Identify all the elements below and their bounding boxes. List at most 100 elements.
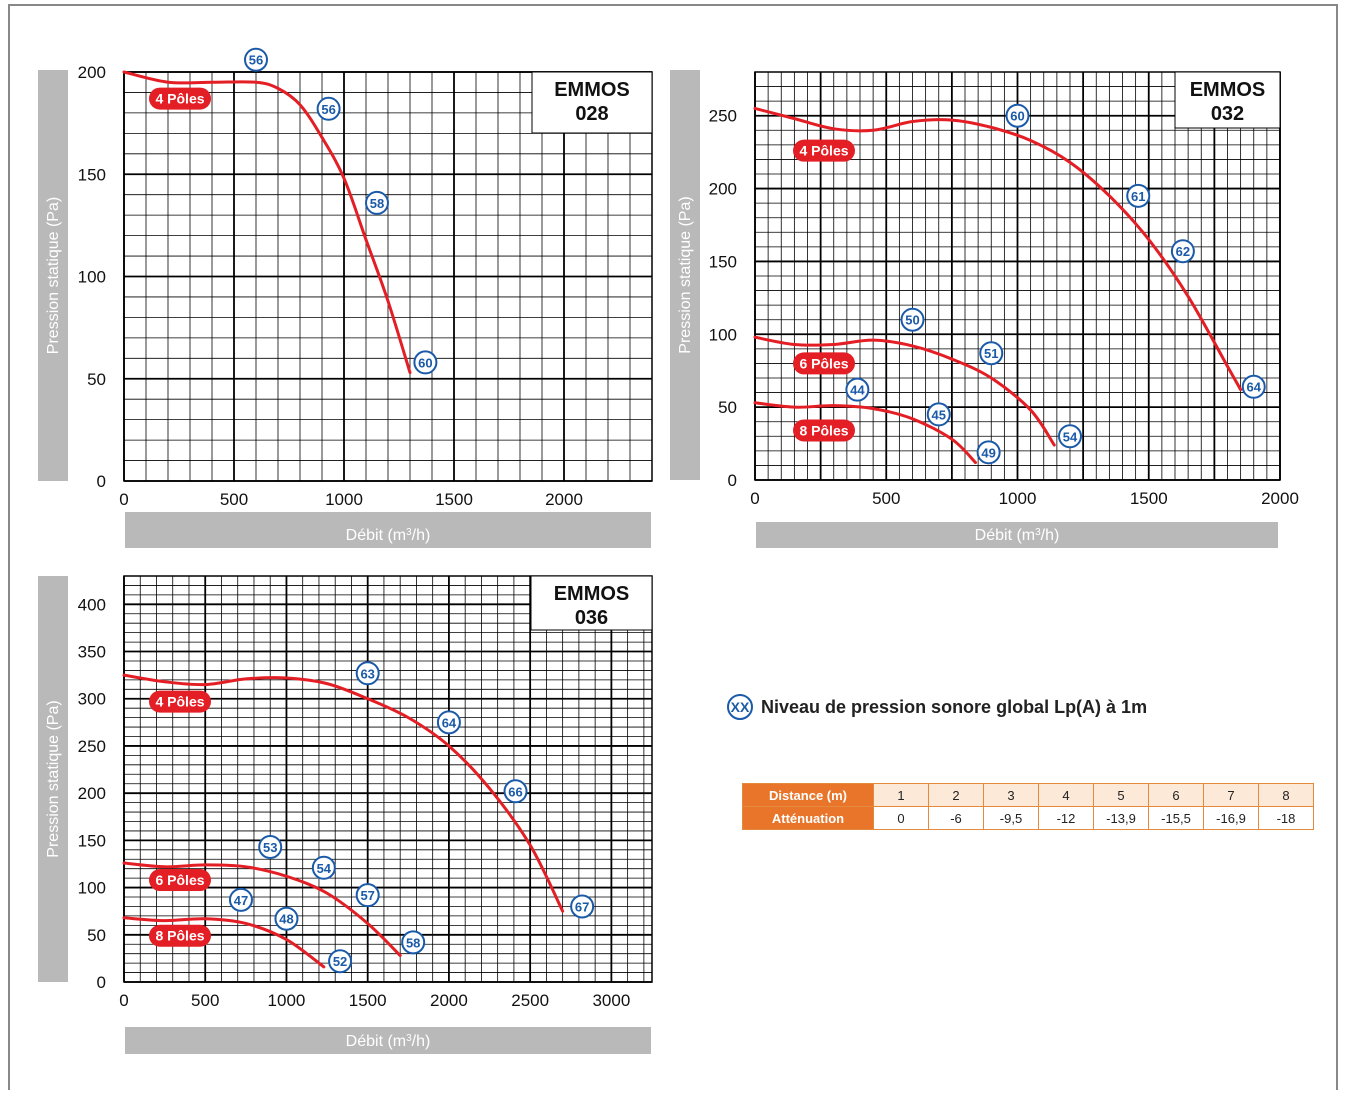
x-tick-label: 0	[119, 991, 128, 1010]
y-tick-label: 0	[97, 973, 106, 992]
x-tick-label: 1000	[999, 489, 1037, 508]
pole-label-pill	[149, 87, 211, 110]
y-tick-label: 50	[718, 398, 737, 417]
sound-level-marker	[979, 341, 1004, 366]
distance-cell: 3	[983, 783, 1039, 807]
y-tick-label: 150	[78, 165, 106, 184]
series-line	[122, 70, 412, 375]
y-tick-label: 200	[78, 784, 106, 803]
attenuation-cell: -13,9	[1093, 806, 1149, 830]
sound-level-label: 64	[1247, 380, 1262, 395]
sound-level-marker	[503, 779, 528, 804]
distance-cell: 2	[928, 783, 984, 807]
plot-frame	[123, 575, 653, 983]
sound-level-marker	[355, 661, 380, 686]
pole-label: 4 Pôles	[155, 91, 204, 107]
sound-level-marker	[1241, 374, 1266, 399]
sound-level-marker	[316, 96, 341, 121]
pole-label: 4 Pôles	[799, 143, 848, 159]
pole-label-pill	[793, 139, 855, 162]
sound-level-label: 48	[279, 912, 293, 927]
x-axis-label: Débit (m3/h)	[346, 527, 431, 544]
attenuation-cell: 0	[873, 806, 929, 830]
pole-label-pill	[149, 869, 211, 892]
page-frame	[8, 4, 1338, 1090]
y-axis-band	[38, 576, 68, 982]
sound-level-marker	[413, 350, 438, 375]
attenuation-cell: -16,9	[1203, 806, 1259, 830]
y-tick-label: 300	[78, 690, 106, 709]
sound-level-label: 56	[249, 53, 263, 68]
sound-level-label: 52	[333, 954, 347, 969]
sound-level-marker	[976, 440, 1001, 465]
chart-panel-c028: Pression statique (Pa)Débit (m3/h)0 500 10…	[38, 47, 653, 548]
attenuation-cell: -15,5	[1148, 806, 1204, 830]
x-tick-label: 1500	[435, 490, 473, 509]
pole-label: 4 Pôles	[155, 694, 204, 710]
x-tick-label: 500	[191, 991, 219, 1010]
pole-label: 8 Pôles	[155, 928, 204, 944]
sound-level-legend-text: Niveau de pression sonore global Lp(A) à…	[761, 696, 1148, 717]
y-tick-label: 0	[728, 471, 737, 490]
y-tick-label: 50	[87, 370, 106, 389]
x-tick-label: 500	[220, 490, 248, 509]
x-tick-label: 500	[872, 489, 900, 508]
distance-cell: 7	[1203, 783, 1259, 807]
sound-level-marker	[258, 834, 283, 859]
pole-label: 6 Pôles	[155, 872, 204, 888]
chart-title-line2: 032	[1211, 103, 1244, 125]
sound-level-label: 66	[508, 784, 522, 799]
x-axis-band	[756, 522, 1278, 548]
sound-level-marker	[926, 402, 951, 427]
pole-label-pill	[793, 352, 855, 375]
x-tick-label: 3000	[592, 991, 630, 1010]
pole-label-pill	[149, 690, 211, 713]
sound-level-label: 63	[360, 666, 374, 681]
sound-level-marker	[274, 906, 299, 931]
sound-level-marker	[365, 190, 389, 215]
pole-label: 8 Pôles	[799, 422, 848, 438]
sound-level-label: 67	[575, 899, 589, 914]
attenuation-cell: -9,5	[983, 806, 1039, 830]
x-tick-label: 0	[750, 489, 759, 508]
chart-title-line1: EMMOS	[554, 79, 630, 101]
y-tick-label: 0	[97, 472, 106, 491]
x-tick-label: 2000	[545, 490, 583, 509]
y-tick-label: 150	[709, 252, 737, 271]
sound-level-label: 58	[370, 196, 384, 211]
sound-level-symbol: XX	[727, 694, 753, 720]
plot-frame	[754, 71, 1281, 481]
sound-level-label: 45	[932, 407, 946, 422]
attenuation-table: Distance (m) 1 2 3 4 5 6 7 8 Atténuation…	[742, 783, 1314, 830]
sound-level-label: 50	[905, 313, 919, 328]
y-tick-label: 100	[709, 325, 737, 344]
sound-level-label: 49	[981, 445, 995, 460]
sound-level-label: 57	[360, 888, 374, 903]
sound-level-marker	[436, 710, 461, 735]
chart-title-box	[531, 71, 653, 134]
x-tick-label: 1000	[268, 991, 306, 1010]
x-tick-label: 2000	[430, 991, 468, 1010]
chart-title-line2: 028	[575, 103, 608, 125]
sound-level-label: 56	[321, 102, 335, 117]
sound-level-label: 60	[418, 355, 432, 370]
attenuation-cell: -18	[1258, 806, 1314, 830]
series-line	[753, 401, 977, 465]
y-tick-label: 100	[78, 879, 106, 898]
sound-level-label: 54	[1063, 429, 1078, 444]
y-tick-label: 200	[78, 63, 106, 82]
sound-level-label: 58	[406, 935, 420, 950]
x-axis-band	[125, 512, 651, 548]
sound-level-marker	[228, 887, 253, 912]
y-axis-band	[38, 70, 68, 481]
chart-panel-c032: Pression statique (Pa)Débit (m3/h)0 500 10…	[670, 70, 1299, 548]
sound-level-label: 47	[234, 893, 248, 908]
y-tick-label: 50	[87, 926, 106, 945]
sound-level-marker	[570, 894, 595, 919]
sound-level-label: 53	[263, 840, 277, 855]
x-tick-label: 2500	[511, 991, 549, 1010]
series-line	[122, 861, 402, 958]
sound-level-marker	[244, 47, 268, 72]
sound-level-label: 64	[442, 715, 457, 730]
